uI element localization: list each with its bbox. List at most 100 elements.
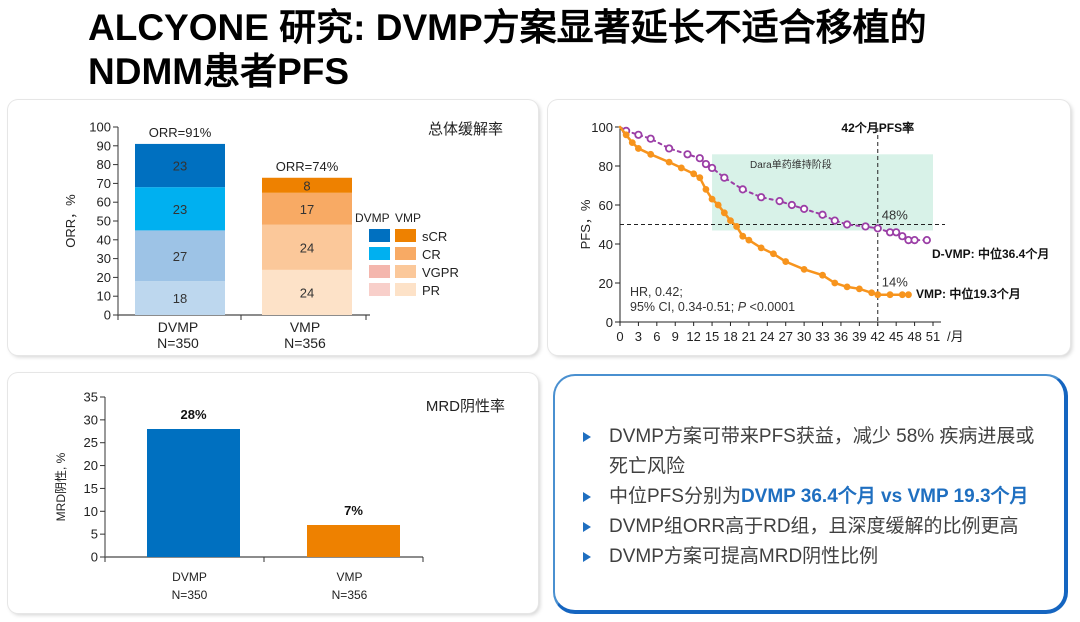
y-tick-label: 20 (97, 270, 111, 285)
title-line-1: ALCYONE 研究: DVMP方案显著延长不适合移植的 (88, 7, 927, 48)
y-axis-label: ORR，% (63, 194, 78, 248)
title-line-2: NDMM患者PFS (88, 51, 350, 92)
x-category-sublabel: N=350 (157, 335, 199, 351)
bar-segment-label: 8 (303, 178, 310, 193)
pfs-chart-card: Dara单药维持阶段 0 20 40 60 80 100 0 3 6 9 12 15 18 21 24 27 30… (548, 100, 1070, 355)
y-tick-label: 10 (97, 289, 111, 304)
y-tick-label: 5 (91, 527, 98, 542)
x-tick-label: 24 (760, 329, 774, 344)
triangle-bullet-icon (583, 552, 591, 562)
x-tick-label: 0 (616, 329, 623, 344)
dvmp-median-label: D-VMP: 中位36.4个月 (932, 246, 1049, 261)
vmp-censor-mark (628, 139, 636, 146)
vmp-censor-mark (831, 279, 839, 287)
bar-segment-scr (135, 143, 225, 188)
dvmp-censor-mark (775, 197, 784, 206)
mrd-chart-card: MRD阴性率 0 5 10 15 20 25 30 35 MRD阴性, % 28% DVMP N=350… (8, 373, 538, 613)
chart-title: 总体缓解率 (428, 121, 503, 138)
y-axis-label: MRD阴性, % (54, 452, 68, 521)
legend-swatch-vmp-pr (395, 283, 416, 296)
vmp-censor-mark (745, 236, 753, 244)
x-tick-label: 6 (653, 329, 660, 344)
y-axis-label: PFS，% (578, 199, 593, 249)
y-tick-label: 0 (104, 308, 111, 323)
vmp-censor-mark (819, 271, 826, 279)
x-tick-label: 9 (672, 329, 679, 344)
y-tick-label: 0 (91, 550, 98, 565)
vmp-censor-mark (727, 217, 734, 224)
dvmp-censor-mark (634, 130, 643, 139)
bar-segment-pr (135, 281, 225, 315)
summary-bullet: DVMP组ORR高于RD组，且深度缓解的比例更高 (581, 512, 1051, 542)
vmp-censor-mark (843, 283, 851, 291)
bar-segment-pr (262, 269, 352, 315)
x-tick-label: 45 (889, 329, 903, 344)
mrd-chart: MRD阴性率 0 5 10 15 20 25 30 35 MRD阴性, % 28% DVMP N=350… (54, 390, 505, 603)
y-tick-label: 15 (84, 481, 98, 496)
vmp-median-label: VMP: 中位19.3个月 (916, 286, 1021, 301)
bar-segment-label: 27 (173, 249, 187, 264)
orr-chart: 总体缓解率 0 10 20 30 40 50 60 70 80 90 100 ORR，% 18 27 23 23… (63, 120, 503, 352)
x-tick-label: 39 (852, 329, 866, 344)
legend-swatch-dvmp-scr (369, 229, 390, 242)
legend-swatch-vmp-scr (395, 229, 416, 242)
dvmp-censor-mark (720, 173, 729, 182)
x-axis-unit: /月 (947, 329, 964, 344)
legend-label: sCR (422, 229, 447, 244)
landmark-title: 42个月PFS率 (841, 120, 914, 135)
x-tick-label: 33 (815, 329, 829, 344)
y-tick-label: 100 (591, 120, 613, 135)
chart-title: MRD阴性率 (426, 398, 505, 415)
vmp-censor-mark (800, 265, 808, 273)
dvmp-censor-mark (646, 134, 655, 143)
bar-segment-label: 23 (173, 159, 187, 174)
summary-bullet: DVMP方案可带来PFS获益，减少 58% 疾病进展或死亡风险 (581, 422, 1051, 482)
legend-label: PR (422, 283, 440, 298)
triangle-bullet-icon (583, 432, 591, 442)
legend-swatch-vmp-cr (395, 247, 416, 260)
bar-value-label: 28% (180, 407, 206, 422)
y-tick-label: 30 (97, 251, 111, 266)
y-tick-label: 30 (84, 412, 98, 427)
y-tick-label: 80 (97, 157, 111, 172)
x-category-label: VMP (336, 570, 362, 584)
bullet-text: 中位PFS分别为 (609, 486, 741, 507)
legend-swatch-vmp-vgpr (395, 265, 416, 278)
y-tick-label: 20 (599, 276, 613, 291)
bar-dvmp (147, 429, 240, 557)
vmp-censor-mark (708, 195, 716, 203)
dvmp-censor-mark (738, 185, 747, 194)
y-tick-label: 40 (599, 237, 613, 252)
x-tick-label: 12 (686, 329, 700, 344)
bar-segment-label: 23 (173, 202, 187, 217)
triangle-bullet-icon (583, 492, 591, 502)
vmp-censor-mark (898, 291, 906, 299)
dvmp-censor-mark (922, 236, 931, 245)
vmp-censor-mark (635, 145, 642, 152)
y-tick-label: 50 (97, 214, 111, 229)
vmp-censor-mark (855, 285, 863, 293)
dvmp-censor-mark (664, 144, 674, 153)
legend-label: VGPR (422, 265, 459, 280)
y-tick-label: 60 (97, 195, 111, 210)
y-tick-label: 20 (84, 458, 98, 473)
bar-segment-label: 24 (300, 240, 314, 255)
legend-header-vmp: VMP (395, 211, 421, 225)
x-category-label: DVMP (172, 570, 207, 584)
bullet-text: DVMP组ORR高于RD组，且深度缓解的比例更高 (609, 516, 1019, 537)
bar-segment-cr (262, 192, 352, 225)
bar-segment-label: 18 (173, 291, 187, 306)
legend-swatch-dvmp-pr (369, 283, 390, 296)
dvmp-censor-mark (873, 224, 882, 233)
triangle-bullet-icon (583, 522, 591, 532)
vmp-censor-mark (770, 250, 777, 258)
x-category-sublabel: N=356 (284, 335, 326, 351)
dvmp-censor-mark (818, 210, 827, 219)
vmp-censor-mark (739, 232, 747, 240)
dvmp-censor-mark (695, 154, 704, 163)
dvmp-42mo-rate: 48% (882, 208, 908, 223)
y-tick-label: 90 (97, 138, 111, 153)
legend-swatch-dvmp-cr (369, 247, 390, 260)
x-tick-label: 3 (635, 329, 642, 344)
